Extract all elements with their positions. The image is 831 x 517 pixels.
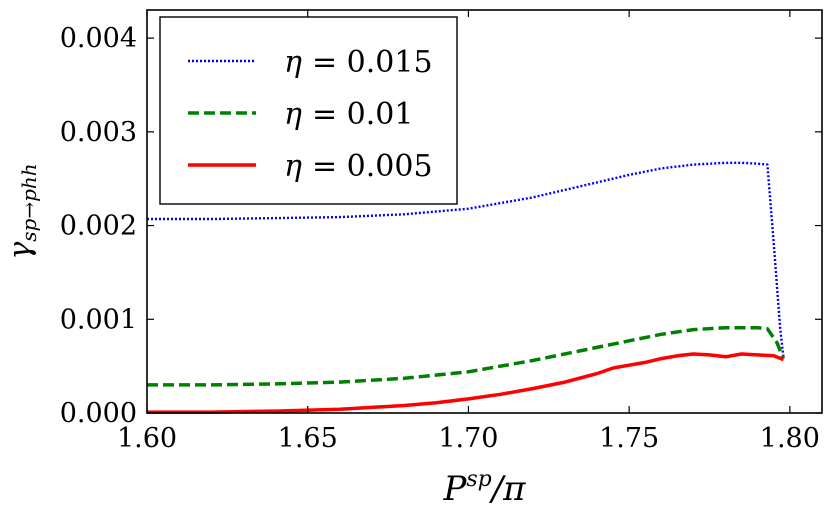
- legend-value: = 0.005: [312, 149, 433, 184]
- series-layer: [147, 161, 786, 414]
- legend-value: = 0.01: [312, 97, 413, 132]
- x-label-sup: sp: [466, 467, 491, 492]
- legend-label-2: η = 0.01: [284, 97, 413, 132]
- x-label-main: P: [442, 469, 467, 509]
- series-line-3: [147, 352, 785, 414]
- legend-box: [159, 16, 458, 205]
- plot-frame: [146, 9, 823, 414]
- ticks-layer: 1.60 1.65 1.70 1.75 1.80 0.000 0.001 0.002 0.003…: [60, 10, 822, 454]
- x-axis-label: Psp/π: [442, 467, 526, 509]
- y-axis-label: γsp→phh: [3, 163, 41, 259]
- y-tick-label: 0.002: [60, 211, 137, 242]
- x-label-tail: /π: [489, 469, 526, 509]
- x-tick-label: 1.80: [760, 423, 820, 454]
- y-tick-label: 0.003: [60, 117, 137, 148]
- legend-var: η: [284, 45, 302, 80]
- y-tick-label: 0.001: [60, 304, 137, 335]
- x-tick-label: 1.60: [117, 423, 177, 454]
- y-label-sub: sp→phh: [17, 163, 41, 241]
- x-tick-label: 1.70: [438, 423, 498, 454]
- legend-label-3: η = 0.005: [284, 149, 433, 184]
- legend-label-1: η = 0.015: [284, 45, 433, 80]
- legend-value: = 0.015: [312, 45, 433, 80]
- legend: η = 0.015 η = 0.01 η = 0.005: [159, 16, 458, 205]
- y-tick-label: 0.004: [60, 23, 137, 54]
- y-tick-label: 0.000: [60, 398, 137, 429]
- x-tick-label: 1.65: [278, 423, 338, 454]
- legend-var: η: [284, 97, 302, 132]
- x-tick-label: 1.75: [599, 423, 659, 454]
- series-line-2: [147, 325, 786, 387]
- y-label-main: γ: [3, 242, 38, 260]
- legend-var: η: [284, 149, 302, 184]
